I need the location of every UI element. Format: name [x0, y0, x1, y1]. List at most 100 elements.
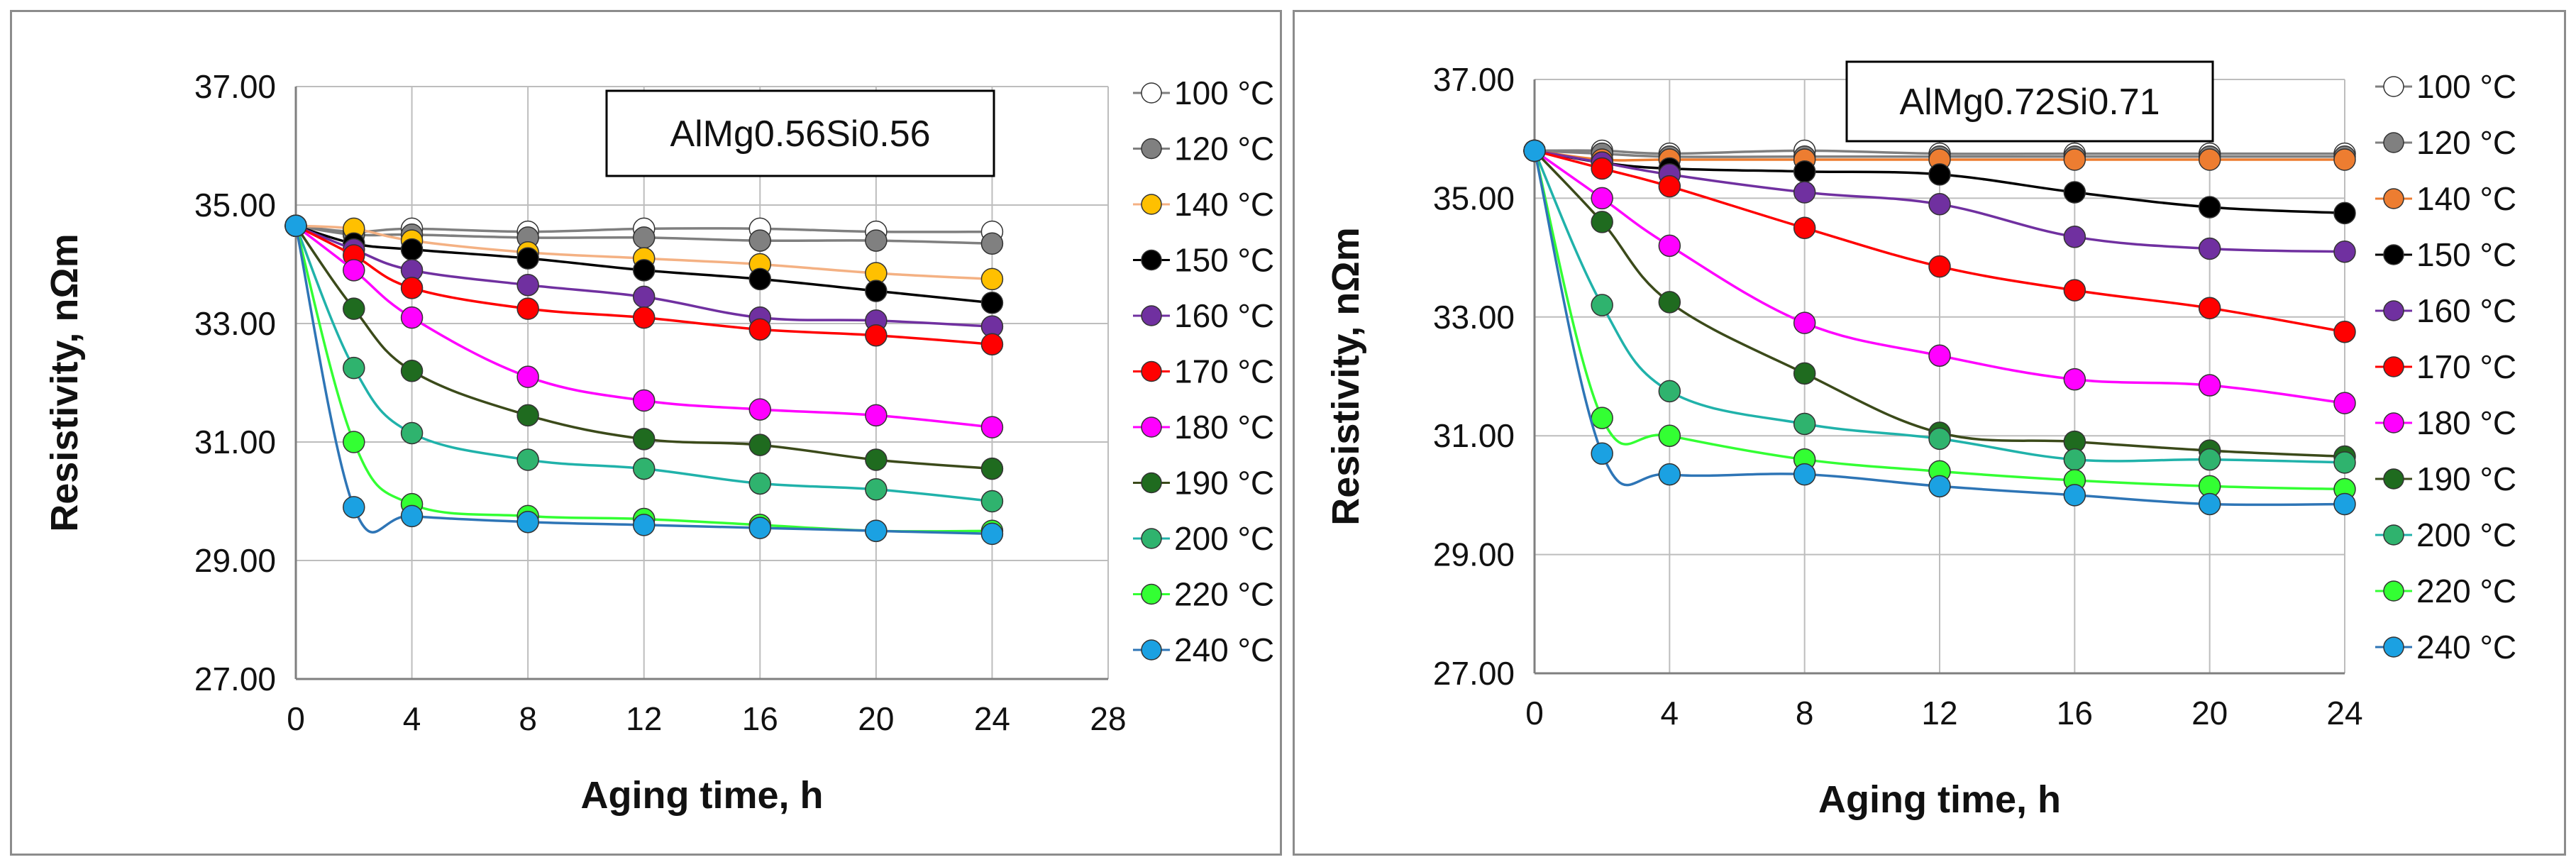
legend-label: 200 °C	[2416, 517, 2516, 553]
legend-label: 180 °C	[2416, 404, 2516, 441]
legend-label: 240 °C	[2416, 629, 2516, 666]
data-point	[865, 404, 888, 427]
data-point	[865, 324, 888, 347]
legend-marker	[2383, 524, 2404, 546]
legend-marker	[1141, 82, 1162, 104]
x-tick-label: 4	[1661, 695, 1679, 731]
data-point	[2333, 201, 2356, 225]
legend-label: 180 °C	[1174, 409, 1274, 446]
data-point	[2063, 279, 2086, 302]
data-point	[748, 517, 772, 539]
legend-label: 200 °C	[1174, 520, 1274, 557]
x-tick-label: 0	[287, 700, 305, 737]
data-point	[516, 404, 539, 427]
legend-marker	[2383, 244, 2404, 265]
x-axis-title: Aging time, h	[581, 774, 824, 817]
data-point	[516, 365, 539, 388]
series-line-240c	[294, 225, 993, 536]
legend-marker	[1141, 194, 1162, 215]
data-point	[2333, 320, 2356, 343]
legend-marker	[2383, 468, 2404, 490]
legend-marker	[2383, 188, 2404, 209]
x-tick-label: 12	[626, 700, 662, 737]
data-point	[1591, 211, 1613, 233]
legend-marker	[2383, 132, 2404, 153]
data-point	[980, 333, 1004, 355]
legend-label: 160 °C	[2416, 292, 2516, 329]
data-point	[1658, 234, 1681, 258]
data-point	[2063, 448, 2086, 471]
y-axis-title: Resistivity, nΩm	[43, 233, 86, 531]
chart-title: AlMg0.72Si0.71	[1899, 82, 2160, 123]
legend-label: 150 °C	[2416, 236, 2516, 273]
data-point	[980, 490, 1004, 513]
y-tick-label: 29.00	[194, 542, 276, 579]
y-tick-label: 37.00	[194, 68, 276, 105]
legend-label: 190 °C	[2416, 460, 2516, 497]
y-tick-label: 31.00	[194, 424, 276, 460]
x-tick-label: 12	[1921, 695, 1957, 731]
data-point	[1591, 442, 1613, 465]
data-point	[1928, 255, 1951, 278]
legend-label: 120 °C	[2416, 124, 2516, 161]
y-tick-label: 33.00	[1433, 299, 1515, 336]
data-point	[980, 416, 1004, 438]
data-point	[632, 226, 656, 249]
data-point	[865, 229, 888, 252]
legend-label: 140 °C	[1174, 186, 1274, 223]
x-tick-label: 28	[1090, 700, 1126, 737]
legend-marker	[2383, 412, 2404, 434]
legend-marker	[1141, 472, 1162, 494]
y-tick-label: 35.00	[194, 187, 276, 223]
series-line-240c	[1533, 150, 2345, 507]
data-point	[343, 356, 365, 380]
data-point	[632, 306, 656, 329]
data-point	[516, 273, 539, 297]
data-point	[748, 472, 772, 495]
data-point	[2333, 451, 2356, 474]
data-point	[1523, 139, 1546, 162]
legend-marker	[1141, 528, 1162, 549]
legend-label: 240 °C	[1174, 631, 1274, 668]
legend-marker	[1141, 416, 1162, 438]
series-line-190c	[1533, 150, 2345, 458]
legend-label: 100 °C	[2416, 68, 2516, 105]
data-point	[1658, 380, 1681, 403]
data-point	[1591, 294, 1613, 316]
x-axis-title: Aging time, h	[1818, 778, 2061, 821]
legend-label: 100 °C	[1174, 74, 1274, 111]
legend-marker	[2383, 580, 2404, 602]
data-point	[2333, 240, 2356, 263]
y-tick-label: 35.00	[1433, 180, 1515, 216]
data-point	[2333, 392, 2356, 414]
data-point	[1793, 160, 1816, 183]
data-point	[1928, 475, 1951, 498]
legend-marker	[2383, 636, 2404, 658]
data-point	[1591, 157, 1613, 180]
x-tick-label: 20	[858, 700, 894, 737]
data-point	[1658, 463, 1681, 486]
data-point	[980, 232, 1004, 255]
y-tick-label: 29.00	[1433, 536, 1515, 573]
data-point	[1793, 412, 1816, 436]
legend-marker	[1141, 305, 1162, 326]
data-point	[748, 434, 772, 456]
x-tick-label: 20	[2191, 695, 2228, 731]
x-tick-label: 16	[742, 700, 778, 737]
data-point	[1658, 424, 1681, 447]
data-point	[400, 306, 424, 329]
data-point	[748, 229, 772, 252]
legend-label: 150 °C	[1174, 242, 1274, 279]
data-point	[865, 448, 888, 471]
data-point	[2198, 196, 2221, 219]
data-point	[980, 267, 1004, 291]
chart-panel-right: 0 4 8 12 16 20 24 27.00 29.00 31.00 33.00 35.00 37.0…	[1293, 10, 2566, 856]
legend-marker	[1141, 138, 1162, 160]
data-point	[1793, 216, 1816, 239]
legend-label: 220 °C	[2416, 573, 2516, 609]
data-point	[400, 238, 424, 261]
data-point	[1793, 311, 1816, 334]
data-point	[632, 514, 656, 536]
data-point	[516, 247, 539, 270]
data-point	[284, 214, 307, 237]
